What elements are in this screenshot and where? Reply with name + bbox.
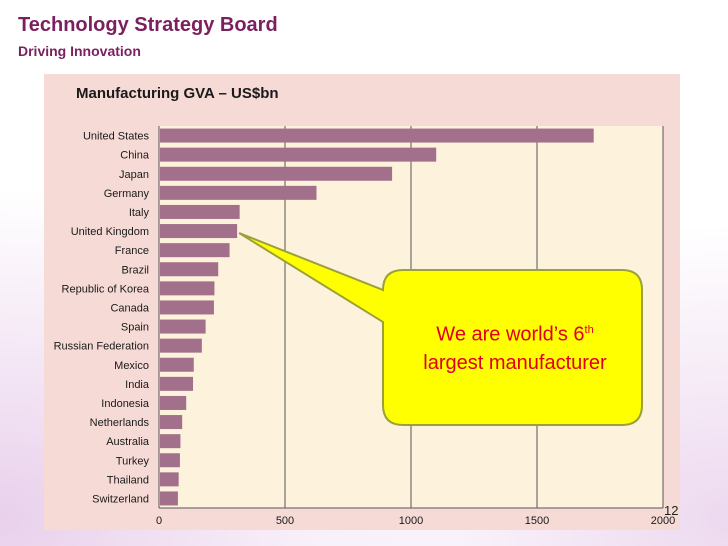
category-label: China [120,150,150,162]
category-label: France [115,245,149,257]
slide-title: Technology Strategy Board [18,14,278,36]
callout-bubble [238,232,643,426]
category-label: Turkey [116,455,150,467]
x-tick-label: 500 [276,515,294,527]
category-label: Germany [104,188,150,200]
callout-line2: largest manufacturer [423,351,607,374]
category-label: Netherlands [90,417,150,429]
category-label: United States [83,131,150,143]
bar [160,395,187,410]
category-label: Brazil [121,264,149,276]
bar [160,376,194,391]
x-tick-label: 1000 [399,515,423,527]
callout-text: We are world’s 6th largest manufacturer [396,316,634,377]
bar [160,434,181,449]
bar [160,453,180,468]
category-label: Canada [110,302,149,314]
category-label: Republic of Korea [62,283,150,295]
bar [160,357,194,372]
bar [160,472,179,487]
x-tick-labels: 0 500 1000 1500 2000 [156,515,675,527]
category-label: Switzerland [92,493,149,505]
x-tick-label: 2000 [651,515,675,527]
bar [160,415,183,430]
category-label: Russian Federation [54,341,149,353]
x-tick-label: 0 [156,515,162,527]
category-label: Italy [129,207,150,219]
callout-superscript: th [584,324,594,336]
bar [160,319,206,334]
chart-title: Manufacturing GVA – US$bn [76,85,279,102]
page-number: 12 [664,503,679,518]
bar [160,281,215,296]
chart-panel: Manufacturing GVA – US$bn United States C… [44,74,680,530]
category-label: Thailand [107,474,149,486]
category-labels: United States China Japan Germany Italy Unite… [54,131,150,506]
bar [160,338,202,353]
bar [160,243,230,258]
slide-subtitle: Driving Innovation [18,43,141,59]
callout-shape [238,232,643,426]
bar [160,262,219,277]
bar [160,185,317,200]
bar [160,300,214,315]
category-label: United Kingdom [71,226,149,238]
bar [160,128,594,143]
bar [160,224,238,239]
bar [160,491,178,506]
category-label: Australia [106,436,150,448]
category-label: Spain [121,322,149,334]
bar [160,166,393,181]
x-tick-label: 1500 [525,515,549,527]
category-label: Japan [119,169,149,181]
bar [160,204,240,219]
bars [160,128,594,506]
bar [160,147,437,162]
callout-line1: We are world’s 6 [436,323,585,346]
category-label: Mexico [114,360,149,372]
bar-chart: Manufacturing GVA – US$bn United States C… [54,85,676,527]
category-label: Indonesia [101,398,150,410]
category-label: India [125,379,150,391]
